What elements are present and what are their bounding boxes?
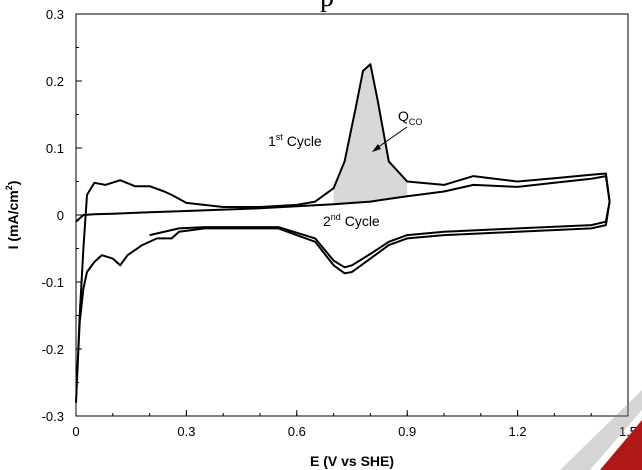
y-tick-label: 0.3 — [46, 7, 64, 22]
y-tick-label: 0.1 — [46, 141, 64, 156]
y-tick-label: 0.2 — [46, 74, 64, 89]
y-tick-label: -0.1 — [42, 275, 64, 290]
series-line-cycle-2 — [75, 175, 611, 269]
annotation-cycle-2-rest: Cycle — [341, 213, 380, 229]
cropped-title-fragment: p — [320, 0, 334, 13]
qco-arrow-shaft — [373, 126, 408, 151]
cropped-title-glyphs: p — [320, 0, 334, 13]
annotation-qco: QCO — [398, 108, 422, 127]
x-tick-label: 0.3 — [177, 424, 195, 439]
y-axis-title-end: ) — [5, 181, 21, 186]
x-axis-title: E (V vs SHE) — [310, 453, 394, 469]
annotation-qco-sub: CO — [409, 117, 423, 127]
x-tick-label: 0.6 — [288, 424, 306, 439]
y-axis: 0.3 0.2 0.1 0 -0.1 -0.2 -0.3 — [42, 7, 82, 424]
annotation-cycle-1-sup: st — [276, 132, 284, 142]
qco-shaded-area — [333, 64, 408, 205]
y-tick-label: -0.2 — [42, 342, 64, 357]
x-tick-label: 0.9 — [398, 424, 416, 439]
y-tick-label: 0 — [57, 208, 64, 223]
annotation-cycle-2-base: 2 — [323, 213, 331, 229]
annotation-qco-base: Q — [398, 108, 409, 124]
corner-gray-shadow — [560, 390, 642, 470]
corner-decoration — [560, 390, 642, 470]
x-axis: 0 0.3 0.6 0.9 1.2 1.5 — [72, 410, 637, 439]
qco-arrow-head — [372, 144, 381, 152]
annotation-cycle-2: 2nd Cycle — [323, 212, 380, 229]
corner-red-shape — [600, 420, 642, 470]
qco-arrow — [372, 126, 408, 152]
annotation-cycle-1-base: 1 — [268, 133, 276, 149]
y-axis-title-sup: 2 — [4, 185, 14, 190]
y-tick-label: -0.3 — [42, 409, 64, 424]
annotation-cycle-1-rest: Cycle — [283, 133, 322, 149]
annotation-cycle-1: 1st Cycle — [268, 132, 322, 149]
x-tick-label: 1.2 — [509, 424, 527, 439]
series-line-cycle-1 — [75, 63, 611, 403]
annotation-cycle-2-sup: nd — [331, 212, 341, 222]
x-tick-label: 0 — [72, 424, 79, 439]
y-axis-title-base: I (mA/cm — [5, 190, 21, 249]
y-axis-title: I (mA/cm2) — [4, 181, 21, 250]
